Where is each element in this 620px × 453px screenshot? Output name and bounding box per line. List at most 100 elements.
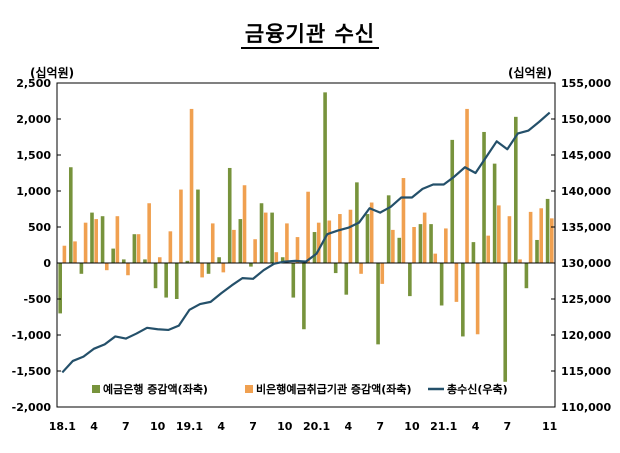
x-tick-label: 10 — [277, 420, 293, 433]
right-tick-label: 140,000 — [561, 185, 611, 198]
bank-deposit-bar-45 — [535, 239, 539, 263]
x-tick-label: 4 — [472, 420, 480, 433]
bank-deposit-bar-36 — [439, 263, 444, 306]
nonbank-deposit-bar-42 — [507, 216, 512, 263]
bank-deposit-bar-10 — [164, 263, 168, 298]
nonbank-deposit-bar-40 — [486, 235, 491, 263]
left-axis-unit: (십억원) — [30, 66, 75, 80]
nonbank-deposit-bar-44 — [528, 211, 533, 263]
left-tick-label: 2,000 — [16, 113, 51, 126]
bank-deposit-bar-41 — [492, 163, 497, 263]
x-tick-label: 19.1 — [176, 420, 203, 433]
nonbank-deposit-bar-43 — [518, 259, 522, 263]
bank-deposit-bar-33 — [408, 263, 412, 297]
nonbank-deposit-bar-36 — [444, 228, 448, 263]
nonbank-deposit-bar-15 — [221, 263, 226, 273]
nonbank-deposit-bar-33 — [412, 227, 416, 263]
bank-deposit-bar-18 — [249, 263, 253, 267]
bar-layer — [58, 92, 554, 382]
x-tick-label: 4 — [90, 420, 98, 433]
bank-deposit-bar-20 — [270, 212, 274, 263]
legend-swatch-0 — [92, 385, 100, 393]
bank-deposit-bar-22 — [291, 263, 296, 298]
nonbank-deposit-bar-14 — [210, 223, 215, 263]
nonbank-deposit-bar-41 — [497, 205, 501, 263]
x-tick-label: 7 — [122, 420, 130, 433]
nonbank-deposit-bar-29 — [369, 202, 374, 263]
bank-deposit-bar-17 — [238, 219, 243, 263]
bank-deposit-bar-7 — [132, 234, 137, 263]
left-tick-label: -1,500 — [12, 365, 52, 378]
nonbank-deposit-bar-5 — [115, 216, 120, 263]
nonbank-deposit-bar-22 — [295, 237, 300, 263]
x-axis: 18.1 4 7 10 19.1 4 7 10 20.1 4 7 10 21.1 4 7 11 — [49, 420, 558, 433]
nonbank-deposit-bar-16 — [232, 229, 236, 263]
nonbank-deposit-bar-23 — [306, 191, 310, 263]
right-tick-label: 115,000 — [561, 365, 611, 378]
chart-title-text: 금융기관 수신 — [240, 22, 380, 49]
bank-deposit-bar-8 — [143, 259, 147, 263]
nonbank-deposit-bar-31 — [391, 229, 395, 263]
right-tick-label: 135,000 — [561, 221, 611, 234]
nonbank-deposit-bar-1 — [73, 241, 77, 263]
bank-deposit-bar-44 — [524, 263, 529, 289]
bank-deposit-bar-5 — [111, 248, 115, 263]
bank-deposit-bar-3 — [90, 212, 94, 263]
nonbank-deposit-bar-39 — [475, 263, 480, 335]
x-tick-label: 20.1 — [303, 420, 330, 433]
nonbank-deposit-bar-19 — [263, 212, 268, 263]
bank-deposit-bar-23 — [302, 263, 306, 330]
chart-title: 금융기관 수신 — [0, 18, 620, 49]
right-tick-label: 145,000 — [561, 149, 611, 162]
bank-deposit-bar-24 — [312, 232, 317, 263]
bank-deposit-bar-38 — [461, 263, 465, 337]
bank-deposit-bar-32 — [397, 237, 402, 263]
bank-deposit-bar-25 — [323, 92, 327, 263]
bank-deposit-bar-6 — [121, 259, 126, 263]
x-tick-label: 21.1 — [430, 420, 457, 433]
bank-deposit-bar-43 — [514, 116, 518, 263]
bank-deposit-bar-30 — [376, 263, 380, 345]
nonbank-deposit-bar-11 — [179, 189, 183, 263]
nonbank-deposit-bar-2 — [83, 222, 88, 263]
left-tick-label: 1,500 — [16, 149, 51, 162]
x-tick-label: 7 — [503, 420, 511, 433]
left-tick-label: 0 — [43, 257, 51, 270]
left-tick-label: -2,000 — [12, 401, 52, 414]
bank-deposit-bar-27 — [344, 263, 349, 295]
nonbank-deposit-bar-13 — [200, 263, 204, 278]
bank-deposit-bar-29 — [365, 214, 370, 263]
nonbank-deposit-bar-10 — [168, 231, 173, 263]
x-tick-label: 11 — [542, 420, 557, 433]
nonbank-deposit-bar-32 — [401, 178, 406, 263]
x-tick-label: 7 — [376, 420, 384, 433]
bank-deposit-bar-11 — [174, 263, 179, 299]
nonbank-deposit-bar-17 — [242, 185, 247, 263]
bank-deposit-bar-0 — [58, 263, 62, 314]
nonbank-deposit-bar-35 — [433, 253, 438, 263]
bank-deposit-bar-34 — [418, 224, 423, 263]
nonbank-deposit-bar-24 — [316, 222, 321, 263]
nonbank-deposit-bar-28 — [359, 263, 363, 274]
nonbank-deposit-bar-12 — [189, 108, 194, 263]
nonbank-deposit-bar-38 — [465, 108, 469, 263]
total-deposits-line — [61, 111, 551, 374]
x-tick-label: 10 — [150, 420, 166, 433]
bank-deposit-bar-14 — [206, 263, 211, 274]
nonbank-deposit-bar-4 — [104, 263, 109, 271]
nonbank-deposit-bar-46 — [550, 218, 554, 263]
legend-label-0: 예금은행 증감액(좌축) — [103, 382, 208, 396]
left-tick-label: 500 — [28, 221, 51, 234]
right-tick-label: 120,000 — [561, 329, 611, 342]
left-tick-label: -1,000 — [12, 329, 52, 342]
nonbank-deposit-bar-18 — [253, 239, 257, 263]
bank-deposit-bar-4 — [100, 216, 105, 263]
x-tick-label: 7 — [249, 420, 257, 433]
right-tick-label: 125,000 — [561, 293, 611, 306]
nonbank-deposit-bar-3 — [94, 219, 98, 263]
bank-deposit-bar-39 — [471, 242, 476, 263]
nonbank-deposit-bar-34 — [422, 212, 427, 263]
right-axis: 155,000 150,000 145,000 140,000 135,000 130,0… — [551, 77, 611, 414]
legend: 예금은행 증감액(좌축) 비은행예금취급기관 증감액(좌축) 총수신(우축) — [92, 382, 508, 396]
